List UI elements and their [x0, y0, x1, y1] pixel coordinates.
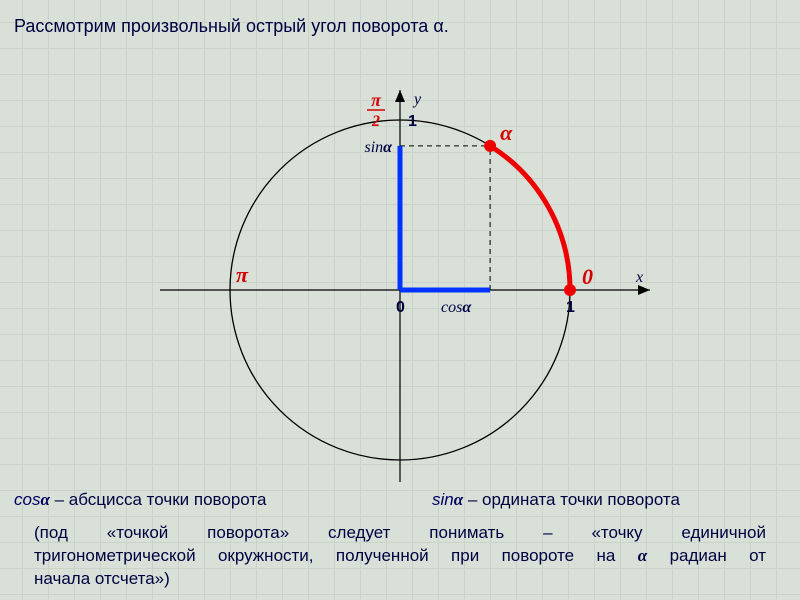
origin-label: 0	[396, 299, 405, 316]
sin-prefix: sin	[364, 139, 383, 156]
sin-caption: sinα – ордината точки поворота	[432, 490, 680, 510]
sin-alpha-label: sinα	[364, 139, 393, 156]
sin-prefix-text: sin	[432, 490, 454, 509]
point-zero	[564, 284, 576, 296]
one-x-label: 1	[566, 299, 575, 316]
cos-alpha-label: cosα	[441, 299, 472, 316]
pi-half-numerator: π	[371, 90, 382, 110]
one-y-label: 1	[408, 113, 417, 130]
cos-alpha-text: α	[40, 490, 49, 509]
cos-caption: cosα – абсцисса точки поворота	[14, 490, 266, 510]
pi-half-denominator: 2	[371, 113, 380, 130]
alpha-point-label: α	[500, 120, 513, 145]
sin-rest-text: – ордината точки поворота	[463, 490, 680, 509]
x-axis-label: x	[635, 269, 643, 286]
sin-alpha-symbol: α	[383, 139, 393, 156]
note-line-2b: радиан от	[647, 546, 766, 565]
cos-rest-text: – абсцисса точки поворота	[50, 490, 267, 509]
point-alpha	[484, 140, 496, 152]
zero-point-label: 0	[582, 264, 593, 289]
unit-circle-diagram: x y 0 1 1 π π 2 0 α cosα sinα	[0, 0, 800, 600]
cos-alpha-symbol: α	[462, 299, 472, 316]
x-axis-arrow	[638, 285, 650, 295]
cos-prefix-text: cos	[14, 490, 40, 509]
pi-half-label: π 2	[367, 90, 385, 130]
y-axis-label: y	[412, 91, 422, 108]
footnote: (под «точкой поворота» следует понимать …	[34, 522, 766, 591]
sin-alpha-text: α	[454, 490, 463, 509]
pi-label: π	[236, 262, 249, 287]
note-alpha: α	[638, 546, 647, 565]
note-line-3: начала отсчета»)	[34, 568, 766, 591]
note-line-2a: тригонометрической окружности, полученно…	[34, 546, 638, 565]
y-axis-arrow	[395, 90, 405, 102]
page-root: Рассмотрим произвольный острый угол пово…	[0, 0, 800, 600]
red-arc	[490, 146, 570, 290]
cos-prefix: cos	[441, 299, 462, 316]
note-line-1: (под «точкой поворота» следует понимать …	[34, 522, 766, 545]
